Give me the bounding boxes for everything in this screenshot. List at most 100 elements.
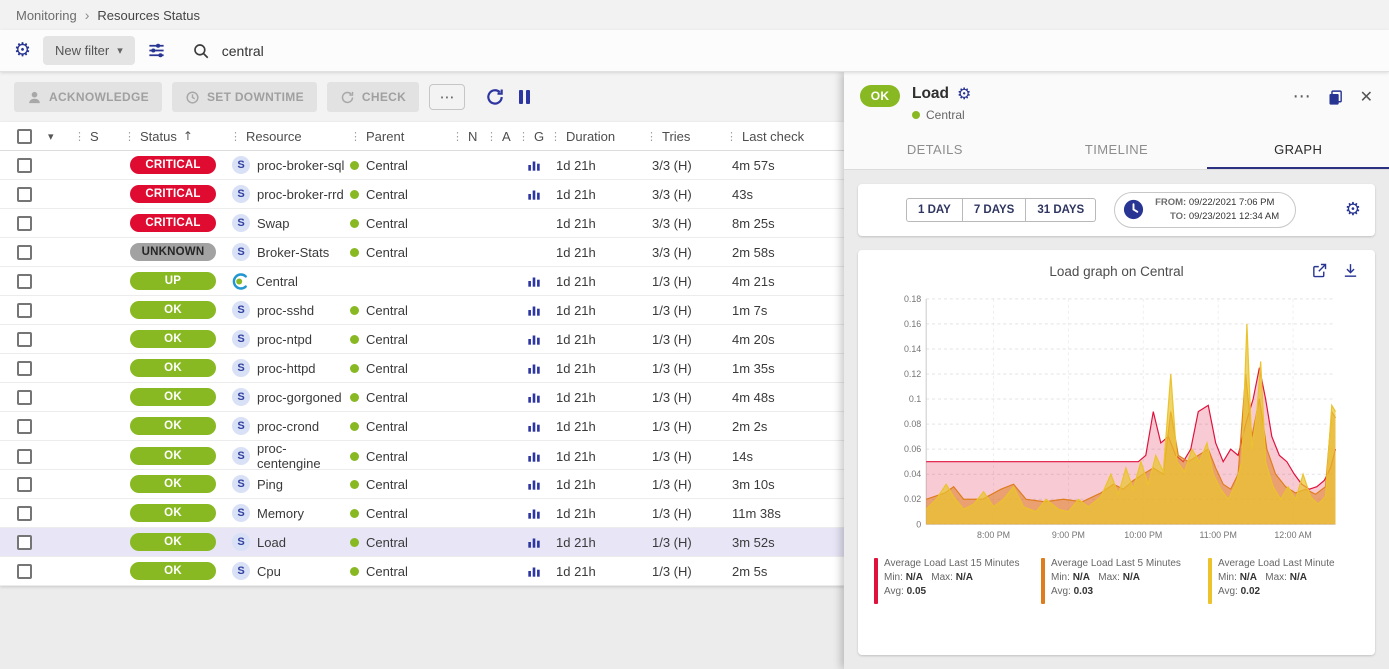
service-configuration-gear-icon[interactable]: ⚙	[957, 84, 972, 103]
breadcrumb-link-monitoring[interactable]: Monitoring	[16, 7, 77, 23]
column-header-tries[interactable]: ⋮ Tries	[646, 128, 691, 144]
row-checkbox[interactable]	[16, 448, 32, 464]
new-filter-button[interactable]: New filter ▾	[43, 36, 135, 65]
row-checkbox[interactable]	[16, 273, 32, 289]
table-row[interactable]: OK S proc-ntpd Central 1d 21h 1/3 (H) 4m…	[0, 325, 844, 354]
graph-icon[interactable]	[527, 303, 541, 317]
row-checkbox[interactable]	[16, 418, 32, 434]
graph-icon[interactable]	[527, 449, 541, 463]
table-row[interactable]: CRITICAL S proc-broker-sql Central 1d 21…	[0, 151, 844, 180]
search-input[interactable]	[221, 42, 1375, 59]
pause-refresh-button[interactable]	[517, 88, 532, 106]
copy-link-icon[interactable]	[1327, 89, 1344, 106]
table-row[interactable]: OK S proc-httpd Central 1d 21h 1/3 (H) 1…	[0, 354, 844, 383]
range-button-7-days[interactable]: 7 DAYS	[962, 197, 1027, 222]
graph-icon[interactable]	[527, 361, 541, 375]
tab-details[interactable]: DETAILS	[844, 130, 1026, 169]
graph-icon[interactable]	[527, 332, 541, 346]
graph-icon[interactable]	[527, 477, 541, 491]
resource-name[interactable]: proc-centengine	[257, 441, 321, 471]
table-row[interactable]: OK S proc-centengine Central 1d 21h 1/3 …	[0, 441, 844, 471]
resource-name[interactable]: Broker-Stats	[257, 244, 330, 260]
column-header-last-check[interactable]: ⋮ Last check	[726, 128, 805, 144]
parent-name[interactable]: Central	[366, 418, 408, 434]
column-header-duration[interactable]: ⋮ Duration	[550, 128, 616, 144]
parent-name[interactable]: Central	[366, 157, 408, 173]
graph-icon[interactable]	[527, 158, 541, 172]
table-row[interactable]: OK S Ping Central 1d 21h 1/3 (H) 3m 10s	[0, 470, 844, 499]
tune-filters-icon[interactable]	[147, 41, 166, 60]
row-checkbox[interactable]	[16, 302, 32, 318]
row-checkbox[interactable]	[16, 244, 32, 260]
table-row[interactable]: UP S Central 1d 21h 1/3 (H) 4m 21s	[0, 267, 844, 296]
graph-options-gear-icon[interactable]: ⚙	[1344, 198, 1361, 220]
parent-name[interactable]: Central	[366, 215, 408, 231]
parent-name[interactable]: Central	[366, 331, 408, 347]
row-checkbox[interactable]	[16, 505, 32, 521]
row-checkbox[interactable]	[16, 331, 32, 347]
table-row[interactable]: OK S proc-gorgoned Central 1d 21h 1/3 (H…	[0, 383, 844, 412]
graph-icon[interactable]	[527, 506, 541, 520]
resource-name[interactable]: proc-httpd	[257, 360, 316, 376]
custom-time-range-button[interactable]: FROM: 09/22/2021 7:06 PM TO: 09/23/2021 …	[1114, 192, 1297, 228]
parent-name[interactable]: Central	[366, 302, 408, 318]
breadcrumb-current-page[interactable]: Resources Status	[97, 7, 200, 23]
parent-name[interactable]: Central	[366, 505, 408, 521]
resource-name[interactable]: proc-ntpd	[257, 331, 312, 347]
parent-name[interactable]: Central	[366, 534, 408, 550]
tab-timeline[interactable]: TIMELINE	[1026, 130, 1208, 169]
resource-name[interactable]: Ping	[257, 476, 284, 492]
tab-graph[interactable]: GRAPH	[1207, 130, 1389, 169]
graph-icon[interactable]	[527, 390, 541, 404]
legend-item[interactable]: Average Load Last Minute Min: N/A Max: N…	[1208, 557, 1359, 604]
parent-name[interactable]: Central	[366, 389, 408, 405]
row-checkbox[interactable]	[16, 563, 32, 579]
graph-icon[interactable]	[527, 535, 541, 549]
table-row[interactable]: OK S proc-sshd Central 1d 21h 1/3 (H) 1m…	[0, 296, 844, 325]
select-all-caret-icon[interactable]: ▾	[48, 129, 54, 143]
refresh-button[interactable]	[483, 85, 507, 109]
parent-name[interactable]: Central	[366, 476, 408, 492]
more-actions-button[interactable]: ⋯	[429, 84, 466, 110]
parent-name[interactable]: Central	[366, 360, 408, 376]
row-checkbox[interactable]	[16, 157, 32, 173]
row-checkbox[interactable]	[16, 534, 32, 550]
check-button[interactable]: CHECK	[326, 82, 420, 112]
set-downtime-button[interactable]: SET DOWNTIME	[171, 82, 317, 112]
parent-name[interactable]: Central	[366, 186, 408, 202]
panel-more-button[interactable]: ⋯	[1292, 86, 1311, 107]
resource-name[interactable]: proc-gorgoned	[257, 389, 342, 405]
range-button-1-day[interactable]: 1 DAY	[906, 197, 963, 222]
column-header-notes[interactable]: ⋮ N	[452, 128, 478, 144]
resource-name[interactable]: proc-sshd	[257, 302, 315, 318]
resource-name[interactable]: proc-broker-rrd	[257, 186, 344, 202]
row-checkbox[interactable]	[16, 186, 32, 202]
export-graph-icon[interactable]	[1311, 262, 1328, 279]
graph-icon[interactable]	[527, 564, 541, 578]
graph-icon[interactable]	[527, 187, 541, 201]
resource-name[interactable]: Swap	[257, 215, 290, 231]
legend-item[interactable]: Average Load Last 15 Minutes Min: N/A Ma…	[874, 557, 1025, 604]
filters-gear-icon[interactable]: ⚙	[14, 39, 32, 61]
download-graph-icon[interactable]	[1342, 262, 1359, 279]
legend-item[interactable]: Average Load Last 5 Minutes Min: N/A Max…	[1041, 557, 1192, 604]
column-header-parent[interactable]: ⋮ Parent	[350, 128, 405, 144]
resource-name[interactable]: proc-broker-sql	[257, 157, 345, 173]
resource-name[interactable]: proc-crond	[257, 418, 320, 434]
close-panel-button[interactable]: ✕	[1359, 87, 1373, 106]
range-button-31-days[interactable]: 31 DAYS	[1026, 197, 1097, 222]
panel-parent-name[interactable]: Central	[926, 108, 965, 122]
resource-name[interactable]: Central	[256, 273, 298, 289]
graph-icon[interactable]	[527, 274, 541, 288]
acknowledge-button[interactable]: ACKNOWLEDGE	[14, 82, 162, 112]
row-checkbox[interactable]	[16, 215, 32, 231]
column-header-status[interactable]: ⋮ Status ↑	[124, 128, 193, 144]
table-row[interactable]: CRITICAL S proc-broker-rrd Central 1d 21…	[0, 180, 844, 209]
column-header-severity[interactable]: ⋮ S	[74, 128, 99, 144]
table-row[interactable]: OK S Load Central 1d 21h 1/3 (H) 3m 52s	[0, 528, 844, 557]
select-all-checkbox[interactable]	[16, 128, 32, 144]
row-checkbox[interactable]	[16, 360, 32, 376]
column-header-action[interactable]: ⋮ A	[486, 128, 511, 144]
row-checkbox[interactable]	[16, 389, 32, 405]
table-row[interactable]: UNKNOWN S Broker-Stats Central 1d 21h 3/…	[0, 238, 844, 267]
